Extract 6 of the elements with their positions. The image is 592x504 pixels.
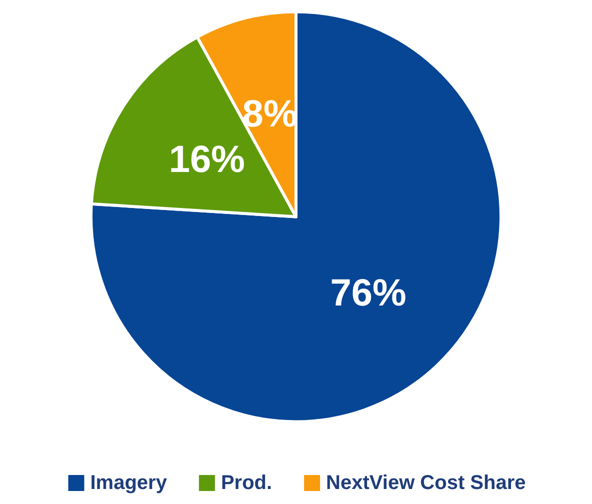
data-label: 16% (168, 139, 245, 182)
data-label: 8% (242, 94, 298, 136)
legend-label: Prod. (220, 472, 272, 494)
data-label: 76% (330, 272, 406, 315)
legend-label: Imagery (90, 472, 168, 494)
legend-label: NextView Cost Share (326, 472, 526, 494)
